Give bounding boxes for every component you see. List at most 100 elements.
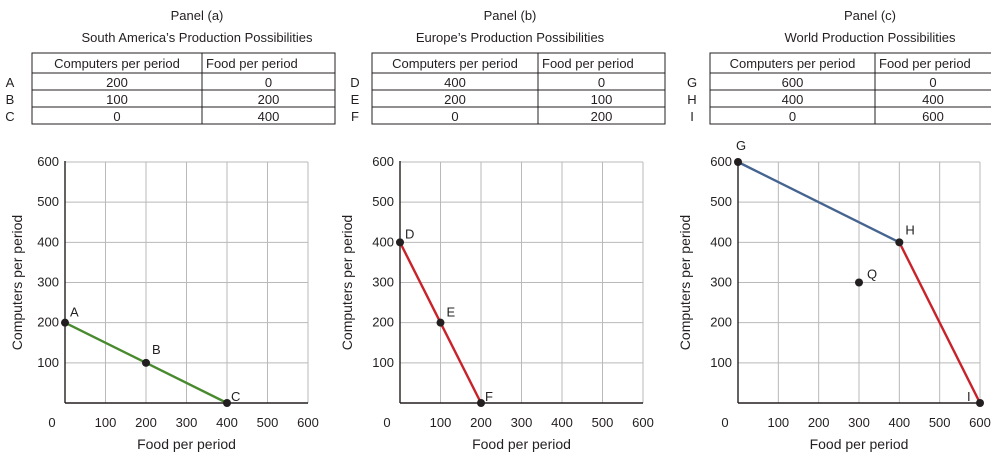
x-tick-label: 400 [888, 415, 910, 430]
row-label: G [687, 75, 697, 90]
point-label: H [905, 222, 914, 237]
table-header: Food per period [879, 56, 971, 71]
point-d [396, 238, 404, 247]
y-axis-label: Computers per period [339, 215, 355, 350]
panel-label: Panel (c) [844, 8, 896, 23]
point-e [436, 318, 445, 327]
ppc-line [737, 160, 900, 244]
x-tick-label: 100 [767, 415, 789, 430]
x-axis-label: Food per period [810, 436, 909, 452]
point-a [61, 318, 69, 327]
grid [400, 161, 644, 403]
point-i [976, 399, 984, 407]
table-grid [371, 52, 666, 125]
table-cell: 0 [451, 109, 458, 124]
table-grid [709, 52, 991, 125]
panel-c: Panel (c) World Production Possibilities C… [677, 8, 991, 452]
table-cell: 200 [258, 92, 280, 107]
point-label: G [736, 138, 746, 153]
data-table: Computers per period Food per period A 200 0… [5, 52, 336, 125]
y-axis-label: Computers per period [677, 215, 693, 350]
y-tick-label: 600 [710, 154, 732, 169]
grid [65, 161, 309, 403]
x-tick-label: 0 [383, 415, 390, 430]
table-cell: 0 [598, 75, 605, 90]
x-tick-label: 300 [511, 415, 533, 430]
table-cell: 400 [782, 92, 804, 107]
x-tick-label: 400 [216, 415, 238, 430]
table-header: Food per period [206, 56, 298, 71]
x-tick-label: 200 [470, 415, 492, 430]
y-tick-label: 300 [372, 275, 394, 290]
x-axis-label: Food per period [472, 436, 571, 452]
table-cell: 400 [258, 109, 280, 124]
row-label: C [5, 109, 14, 124]
y-tick-label: 400 [372, 234, 394, 249]
y-tick-label: 600 [372, 154, 394, 169]
point-label: B [152, 342, 161, 357]
x-tick-label: 200 [808, 415, 830, 430]
table-cell: 600 [922, 109, 944, 124]
y-tick-label: 100 [37, 355, 59, 370]
table-cell: 0 [113, 109, 120, 124]
table-cell: 600 [782, 75, 804, 90]
panel-label: Panel (b) [484, 8, 537, 23]
table-cell: 400 [922, 92, 944, 107]
x-tick-label: 500 [592, 415, 614, 430]
table-header: Computers per period [54, 56, 180, 71]
y-tick-label: 100 [372, 355, 394, 370]
y-axis-label: Computers per period [9, 215, 25, 350]
table-border [371, 52, 666, 125]
data-table: Computers per period Food per period G 600 0… [687, 52, 991, 125]
panel-title: South America’s Production Possibilities [82, 30, 313, 45]
point-g [734, 158, 742, 166]
table-cell: 200 [591, 109, 613, 124]
row-label: A [6, 75, 15, 90]
y-tick-label: 600 [37, 154, 59, 169]
table-cell: 0 [265, 75, 272, 90]
row-label: D [350, 75, 359, 90]
point-label: A [70, 305, 79, 320]
row-label: I [690, 109, 694, 124]
x-axis-label: Food per period [137, 436, 236, 452]
x-tick-label: 300 [848, 415, 870, 430]
panel-label: Panel (a) [171, 8, 224, 23]
y-tick-label: 500 [37, 194, 59, 209]
point-label: D [405, 226, 414, 241]
point-label: C [231, 389, 240, 404]
panel-a: Panel (a) South America’s Production Poss… [5, 8, 336, 452]
table-border [31, 52, 336, 125]
row-label: B [6, 92, 15, 107]
point-h [895, 238, 904, 247]
row-label: H [687, 92, 696, 107]
point-label: E [447, 305, 456, 320]
row-label: E [351, 92, 360, 107]
x-tick-label: 600 [969, 415, 991, 430]
x-tick-label: 0 [721, 415, 728, 430]
table-grid [31, 52, 336, 125]
x-tick-label: 500 [257, 415, 279, 430]
table-cell: 100 [591, 92, 613, 107]
x-tick-label: 100 [430, 415, 452, 430]
x-tick-label: 200 [135, 415, 157, 430]
x-tick-label: 400 [551, 415, 573, 430]
x-tick-label: 0 [48, 415, 55, 430]
x-tick-label: 500 [929, 415, 951, 430]
table-cell: 0 [929, 75, 936, 90]
panel-title: Europe’s Production Possibilities [416, 30, 605, 45]
y-tick-label: 200 [372, 315, 394, 330]
table-header: Computers per period [392, 56, 518, 71]
point-label: F [485, 389, 493, 404]
x-tick-label: 600 [297, 415, 319, 430]
table-cell: 400 [444, 75, 466, 90]
point-c [223, 399, 231, 407]
y-tick-label: 200 [710, 315, 732, 330]
point-f [477, 399, 485, 407]
y-tick-label: 100 [710, 355, 732, 370]
data-table: Computers per period Food per period D 400 0… [350, 52, 666, 125]
table-cell: 200 [444, 92, 466, 107]
panel-title: World Production Possibilities [785, 30, 956, 45]
x-tick-label: 300 [176, 415, 198, 430]
y-tick-label: 200 [37, 315, 59, 330]
